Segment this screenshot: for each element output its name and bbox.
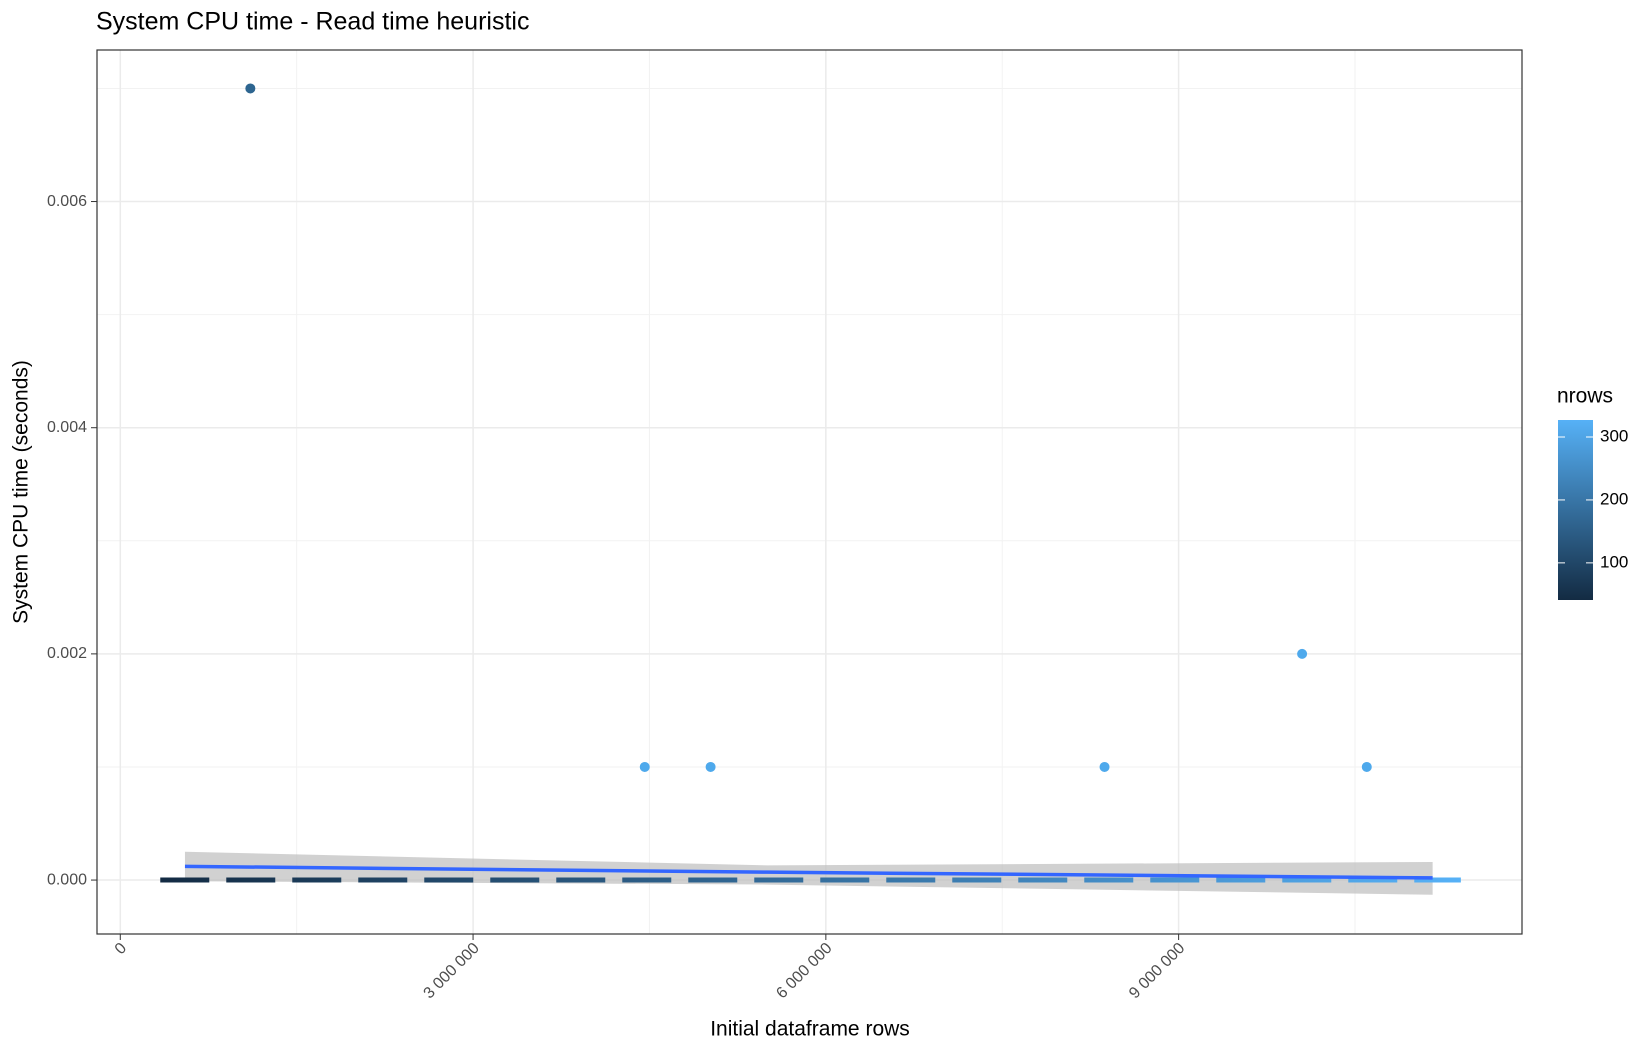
legend-tick-label: 200 xyxy=(1600,489,1628,508)
y-tick-label: 0.002 xyxy=(47,645,87,662)
chart-title: System CPU time - Read time heuristic xyxy=(96,8,529,36)
point xyxy=(1361,761,1372,772)
x-tick-label: 3 000 000 xyxy=(421,940,483,1002)
x-tick-label: 0 xyxy=(112,940,130,958)
point xyxy=(1099,761,1110,772)
y-tick-label: 0.004 xyxy=(47,419,87,436)
x-tick-label: 6 000 000 xyxy=(773,940,835,1002)
legend-tick-label: 300 xyxy=(1600,426,1628,445)
x-tick-label: 9 000 000 xyxy=(1126,940,1188,1002)
legend-title: nrows xyxy=(1557,385,1613,408)
point xyxy=(245,83,256,94)
point xyxy=(1297,648,1308,659)
y-tick-label: 0.006 xyxy=(47,193,87,210)
smooth-line xyxy=(184,864,1433,880)
point xyxy=(639,761,650,772)
plot-border xyxy=(96,49,1523,935)
legend-colorbar xyxy=(1558,420,1593,600)
y-tick-label: 0.000 xyxy=(47,871,87,888)
legend-tick-label: 100 xyxy=(1600,552,1628,571)
x-axis-label: Initial dataframe rows xyxy=(710,1018,910,1041)
point xyxy=(705,761,716,772)
y-axis-label: System CPU time (seconds) xyxy=(10,360,33,624)
